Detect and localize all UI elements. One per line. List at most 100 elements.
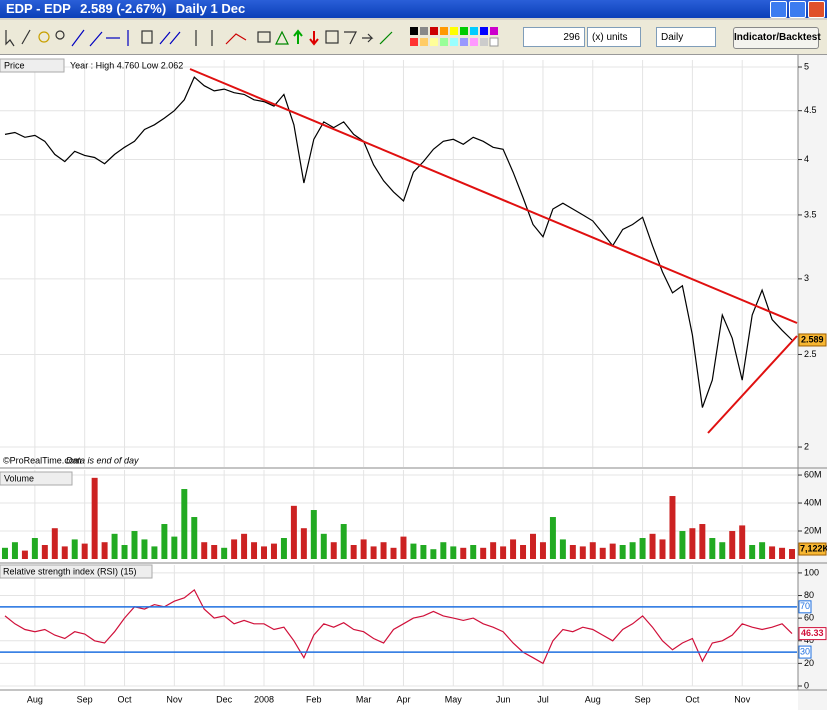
x-tick-label: Nov: [734, 694, 751, 704]
y-tick-label: 60M: [804, 469, 822, 479]
y-tick-label: 40M: [804, 497, 822, 507]
volume-bar: [71, 539, 78, 559]
channel-tool[interactable]: [159, 31, 181, 45]
x-tick-label: May: [445, 694, 463, 704]
cursor-tool[interactable]: [5, 30, 15, 47]
zoom-tool[interactable]: [55, 30, 65, 40]
color-swatch[interactable]: [480, 27, 488, 35]
color-swatch[interactable]: [430, 27, 438, 35]
volume-bar: [11, 542, 18, 559]
color-swatch[interactable]: [420, 27, 428, 35]
volume-bar: [221, 547, 228, 559]
text-tool[interactable]: [141, 30, 153, 44]
rect-tool[interactable]: [257, 31, 271, 43]
color-swatch[interactable]: [440, 38, 448, 46]
volume-bar: [599, 547, 606, 559]
color-swatch[interactable]: [470, 38, 478, 46]
level-label: 70: [800, 601, 810, 611]
arrow-tool[interactable]: [362, 33, 374, 43]
color-swatch[interactable]: [460, 38, 468, 46]
x-tick-label: Nov: [166, 694, 183, 704]
y-tick-label: 20: [804, 658, 814, 668]
x-tick-label: 2008: [254, 694, 274, 704]
y-tick-label: 40: [804, 635, 814, 645]
last-value-box: [798, 333, 827, 347]
color-swatch[interactable]: [420, 38, 428, 46]
color-swatch[interactable]: [460, 27, 468, 35]
y-tick-label: 4.5: [804, 105, 817, 115]
volume-bar: [500, 546, 507, 559]
level-box: [798, 645, 812, 659]
alert-tool[interactable]: [38, 31, 50, 43]
x-tick-label: Apr: [396, 694, 410, 704]
panel-header: [0, 58, 65, 73]
volume-bar: [779, 547, 786, 559]
chart-background: [0, 55, 827, 710]
pencil-tool[interactable]: [21, 29, 31, 45]
volume-bar: [41, 545, 48, 559]
color-swatch[interactable]: [480, 38, 488, 46]
volume-bar: [539, 542, 546, 559]
color-swatch[interactable]: [470, 27, 478, 35]
volume-bar: [131, 531, 138, 559]
y-tick-label: 2: [804, 441, 809, 451]
toolbar: 296 (x) units Daily Indicator/Backtest: [0, 20, 827, 55]
indicator-button[interactable]: Indicator/Backtest: [733, 27, 821, 49]
volume-bar: [549, 517, 556, 559]
line-tool[interactable]: [71, 29, 85, 47]
measure-tool[interactable]: [195, 30, 213, 46]
y-tick-label: 0: [804, 680, 809, 690]
ray-tool[interactable]: [89, 31, 103, 47]
units-dropdown[interactable]: (x) units: [587, 27, 641, 47]
sell-arrow[interactable]: [309, 31, 319, 46]
volume-bar: [649, 533, 656, 559]
trend-line[interactable]: [189, 68, 798, 324]
color-swatch[interactable]: [490, 27, 498, 35]
color-swatch[interactable]: [450, 27, 458, 35]
chart-area: Aug Sep Oct Nov Dec 2008 Feb Mar Apr May Jun Jul Aug…: [0, 55, 827, 710]
volume-bar: [261, 546, 267, 559]
shape-tool[interactable]: [344, 31, 357, 45]
volume-bar: [749, 545, 756, 559]
volume-bar: [679, 531, 686, 559]
units-input[interactable]: 296: [523, 27, 585, 47]
volume-bar: [231, 539, 238, 559]
volume-bar: [659, 539, 666, 559]
last-value-box: [798, 627, 827, 641]
box-tool[interactable]: [325, 30, 339, 44]
timeframe-dropdown[interactable]: Daily: [656, 27, 716, 47]
triangle-tool[interactable]: [275, 30, 289, 45]
color-swatch[interactable]: [430, 38, 438, 46]
volume-bar: [420, 545, 427, 559]
last-value-label: 7,122K: [800, 543, 827, 553]
color-swatch[interactable]: [440, 27, 448, 35]
volume-bar: [300, 528, 307, 559]
volume-bar: [390, 547, 397, 559]
close-button[interactable]: [808, 1, 825, 18]
trend-line[interactable]: [707, 335, 798, 434]
trend-tool[interactable]: [379, 31, 393, 45]
y-tick-label: 3: [804, 273, 809, 283]
color-swatch[interactable]: [450, 38, 458, 46]
color-swatch[interactable]: [410, 27, 418, 35]
y-tick-label: 20M: [804, 525, 822, 535]
volume-bar: [111, 533, 118, 559]
source-note: ©ProRealTime.com: [3, 455, 81, 465]
minimize-button[interactable]: [770, 1, 787, 18]
data-note: Data is end of day: [66, 455, 139, 465]
volume-bar: [181, 489, 188, 559]
x-tick-label: Oct: [118, 694, 133, 704]
window-controls: [770, 1, 825, 18]
volume-bar: [370, 546, 377, 559]
color-swatch[interactable]: [489, 37, 499, 47]
volume-bar: [510, 539, 517, 559]
volume-bar: [121, 545, 128, 559]
level-label: 30: [800, 646, 810, 656]
color-swatch[interactable]: [410, 38, 418, 46]
fib-tool[interactable]: [225, 33, 247, 45]
maximize-button[interactable]: [789, 1, 806, 18]
last-value-label: 46.33: [801, 628, 824, 638]
volume-bar: [171, 536, 178, 559]
buy-arrow[interactable]: [293, 29, 303, 44]
volume-bar: [789, 549, 796, 559]
